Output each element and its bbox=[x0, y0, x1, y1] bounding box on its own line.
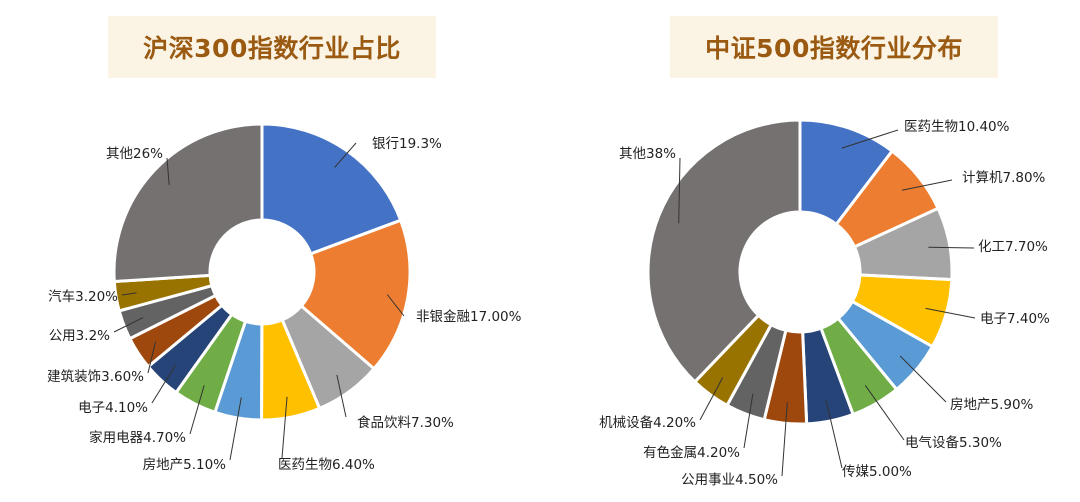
leader-line bbox=[166, 157, 170, 185]
slice-label: 非银金融17.00% bbox=[416, 309, 522, 325]
slice-label: 房地产5.90% bbox=[950, 397, 1034, 413]
chart-title-zz500: 中证500指数行业分布 bbox=[670, 16, 998, 78]
slice-label: 机械设备4.20% bbox=[599, 414, 696, 431]
donut-hs300: 银行19.3% 非银金融17.00% 食品饮料7.30% 医药生物6.40% 房地产5.… bbox=[47, 122, 522, 473]
pie-slice-其他 bbox=[646, 118, 802, 384]
leader-line bbox=[229, 397, 242, 461]
leader-line bbox=[899, 355, 947, 403]
slice-label: 银行19.3% bbox=[372, 136, 442, 152]
leader-line bbox=[113, 317, 144, 333]
pie-slice-银行 bbox=[260, 122, 403, 256]
donut-zz500: 医药生物10.40% 计算机7.80% 化工7.70% 电子7.40% 房地产5.90%… bbox=[599, 118, 1050, 488]
leader-line bbox=[928, 246, 975, 249]
leader-line bbox=[925, 307, 976, 319]
leader-line bbox=[334, 142, 357, 168]
leader-line bbox=[781, 402, 788, 477]
leader-line bbox=[147, 341, 157, 374]
leader-line bbox=[841, 129, 899, 149]
slice-label: 医药生物6.40% bbox=[278, 457, 375, 473]
slice-label: 有色金属4.20% bbox=[643, 444, 740, 461]
leader-line bbox=[189, 385, 205, 435]
leader-line bbox=[699, 377, 724, 421]
slice-label: 公用事业4.50% bbox=[681, 472, 778, 488]
leader-line bbox=[743, 393, 754, 449]
slice-label: 房地产5.10% bbox=[143, 457, 227, 473]
slice-label: 食品饮料7.30% bbox=[357, 414, 454, 431]
slice-label: 其他38% bbox=[619, 146, 676, 162]
pie-slice-其他 bbox=[112, 122, 264, 284]
slice-label: 家用电器4.70% bbox=[89, 429, 186, 446]
slice-label: 传媒5.00% bbox=[842, 464, 912, 480]
leader-line bbox=[151, 365, 176, 404]
leader-line bbox=[121, 292, 137, 296]
slice-label: 其他26% bbox=[106, 146, 163, 162]
leader-line bbox=[336, 374, 347, 418]
slice-label: 电子4.10% bbox=[78, 400, 148, 416]
slice-label: 汽车3.20% bbox=[48, 288, 118, 305]
slice-label: 公用3.2% bbox=[49, 328, 110, 344]
slice-label: 电子7.40% bbox=[980, 311, 1050, 327]
slice-label: 化工7.70% bbox=[978, 239, 1048, 255]
slice-label: 电气设备5.30% bbox=[905, 434, 1002, 451]
slice-label: 计算机7.80% bbox=[962, 170, 1046, 186]
leader-line bbox=[678, 157, 681, 224]
leader-line bbox=[281, 396, 288, 459]
slice-label: 建筑装饰3.60% bbox=[47, 369, 144, 385]
pie-slice-非银金融 bbox=[299, 218, 412, 371]
slice-label: 医药生物10.40% bbox=[904, 119, 1010, 135]
leader-line bbox=[386, 294, 405, 317]
leader-line bbox=[901, 179, 953, 191]
chart-title-hs300: 沪深300指数行业占比 bbox=[108, 16, 436, 78]
leader-line bbox=[825, 399, 843, 469]
leader-line bbox=[864, 384, 905, 441]
